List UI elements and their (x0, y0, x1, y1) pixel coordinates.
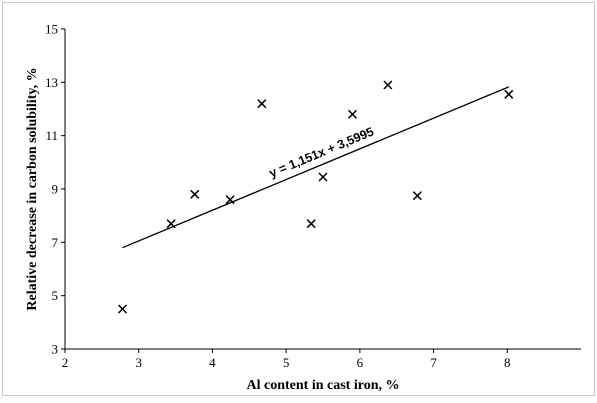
chart-frame (2, 2, 595, 396)
trendline (122, 86, 510, 249)
data-point (383, 80, 393, 90)
y-tick-label: 5 (52, 288, 59, 303)
y-tick-label: 15 (45, 22, 58, 37)
x-tick-label: 6 (357, 355, 364, 370)
data-point (412, 191, 422, 201)
data-point (347, 109, 358, 119)
data-point (504, 89, 514, 99)
data-point (225, 195, 235, 205)
data-point (190, 189, 200, 199)
y-tick-label: 9 (52, 182, 59, 197)
x-tick-label: 5 (283, 355, 290, 370)
y-axis-title: Relative decrease in carbon solubility, … (25, 67, 40, 310)
y-tick-label: 7 (52, 235, 59, 250)
data-points (117, 80, 514, 314)
x-tick-label: 7 (430, 355, 437, 370)
x-axis-title: Al content in cast iron, % (247, 378, 400, 393)
x-tick-label: 4 (209, 355, 216, 370)
x-tick-label: 3 (135, 355, 142, 370)
x-tick-label: 2 (62, 355, 69, 370)
x-tick-label: 8 (504, 355, 511, 370)
data-point (306, 219, 316, 229)
data-point (257, 99, 267, 109)
data-point (318, 172, 328, 182)
y-tick-label: 3 (52, 342, 59, 357)
data-point (117, 304, 128, 314)
y-tick-label: 13 (45, 75, 58, 90)
y-tick-label: 11 (45, 128, 58, 143)
data-point (166, 219, 176, 229)
